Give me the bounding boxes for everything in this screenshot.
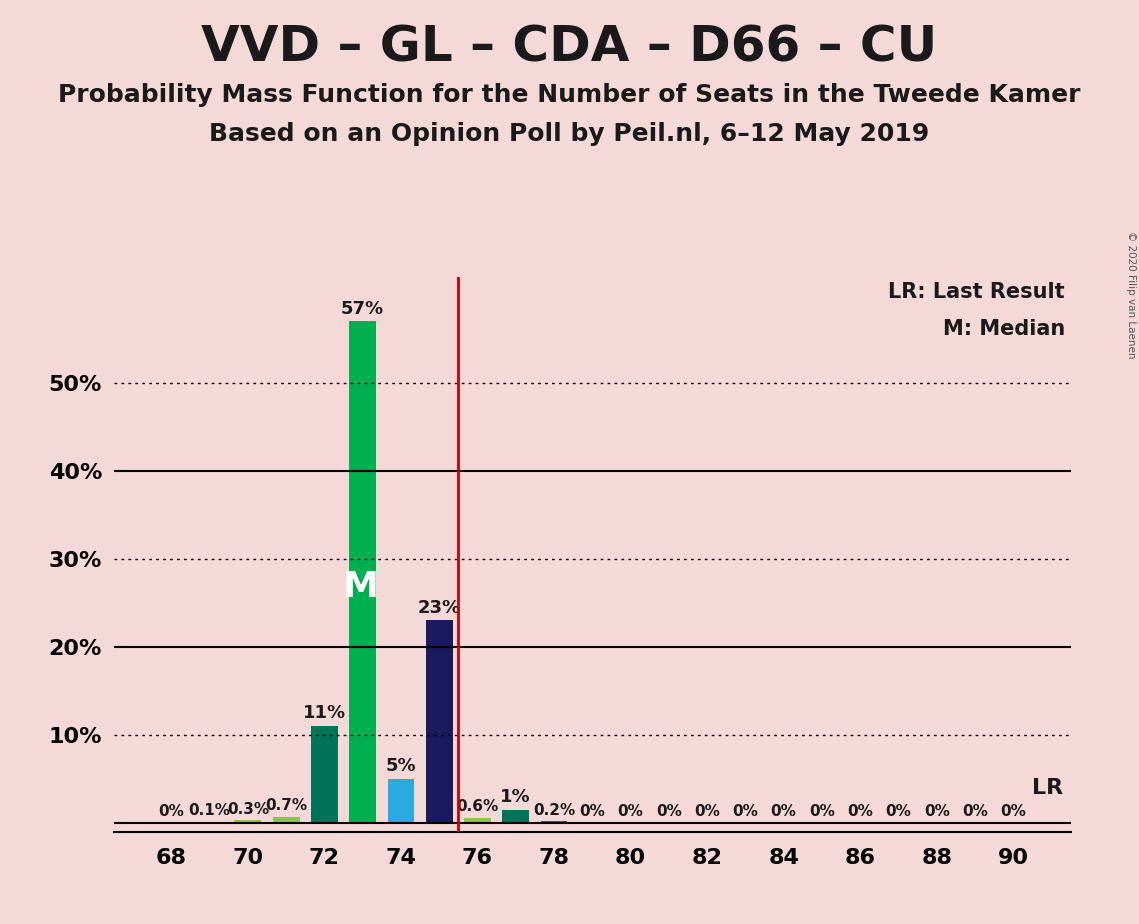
Bar: [350, 322, 376, 822]
Text: 0%: 0%: [617, 804, 644, 820]
Text: 0%: 0%: [158, 804, 185, 820]
Bar: [502, 809, 530, 822]
Text: 0.2%: 0.2%: [533, 803, 575, 818]
Text: 0%: 0%: [962, 804, 988, 820]
Text: VVD – GL – CDA – D66 – CU: VVD – GL – CDA – D66 – CU: [202, 23, 937, 71]
Text: 0%: 0%: [924, 804, 950, 820]
Text: 0%: 0%: [732, 804, 759, 820]
Bar: [387, 779, 415, 822]
Text: M: M: [343, 570, 379, 604]
Text: 0%: 0%: [694, 804, 720, 820]
Text: 0%: 0%: [771, 804, 796, 820]
Text: 1%: 1%: [500, 788, 531, 806]
Bar: [464, 818, 491, 822]
Text: 0%: 0%: [1000, 804, 1026, 820]
Bar: [541, 821, 567, 822]
Text: 57%: 57%: [341, 299, 384, 318]
Text: 11%: 11%: [303, 704, 346, 723]
Text: LR: Last Result: LR: Last Result: [888, 282, 1065, 302]
Text: 0%: 0%: [656, 804, 682, 820]
Text: 23%: 23%: [418, 599, 461, 617]
Bar: [272, 817, 300, 822]
Bar: [311, 726, 338, 822]
Text: 0%: 0%: [847, 804, 874, 820]
Text: 0.3%: 0.3%: [227, 802, 269, 817]
Text: 0.6%: 0.6%: [457, 799, 499, 814]
Text: 0.1%: 0.1%: [189, 803, 230, 819]
Text: 0.7%: 0.7%: [265, 798, 308, 813]
Text: LR: LR: [1032, 778, 1063, 797]
Text: 0%: 0%: [885, 804, 911, 820]
Bar: [426, 620, 452, 822]
Text: 0%: 0%: [580, 804, 605, 820]
Text: 5%: 5%: [386, 758, 416, 775]
Text: Based on an Opinion Poll by Peil.nl, 6–12 May 2019: Based on an Opinion Poll by Peil.nl, 6–1…: [210, 122, 929, 146]
Text: 0%: 0%: [809, 804, 835, 820]
Bar: [235, 821, 261, 822]
Text: Probability Mass Function for the Number of Seats in the Tweede Kamer: Probability Mass Function for the Number…: [58, 83, 1081, 107]
Text: M: Median: M: Median: [943, 319, 1065, 339]
Text: © 2020 Filip van Laenen: © 2020 Filip van Laenen: [1125, 231, 1136, 359]
